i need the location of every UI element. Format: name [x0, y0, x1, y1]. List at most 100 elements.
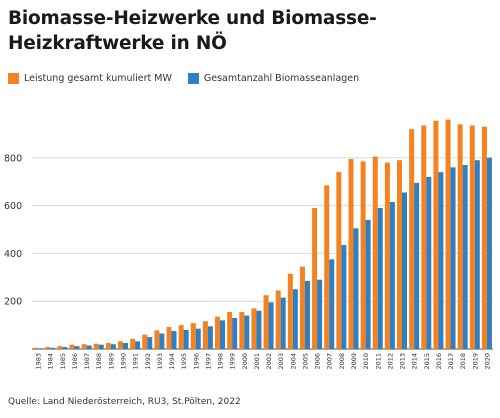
x-tick-label: 2013: [399, 353, 407, 370]
bar-anzahl: [256, 310, 262, 349]
x-tick-label: 2006: [314, 353, 322, 370]
y-tick-label: 600: [4, 201, 22, 212]
bar-anzahl: [232, 317, 238, 349]
bar-leistung: [45, 347, 51, 349]
bar-anzahl: [389, 202, 395, 349]
bar-anzahl: [122, 343, 128, 349]
bar-anzahl: [220, 320, 226, 349]
x-tick-label: 1990: [119, 353, 127, 370]
legend-item-leistung: Leistung gesamt kumuliert MW: [8, 72, 172, 84]
bar-leistung: [117, 341, 123, 349]
bar-anzahl: [38, 348, 44, 349]
bar-anzahl: [474, 160, 480, 349]
bar-leistung: [239, 311, 245, 349]
bar-leistung: [469, 125, 475, 349]
x-tick-label: 2005: [301, 353, 309, 370]
bar-leistung: [457, 124, 463, 349]
bar-leistung: [263, 295, 269, 349]
x-tick-label: 1985: [59, 353, 67, 370]
bar-anzahl: [353, 228, 359, 349]
x-tick-label: 2015: [423, 353, 431, 370]
bar-anzahl: [135, 341, 141, 349]
bar-anzahl: [62, 347, 68, 349]
bar-anzahl: [147, 337, 153, 349]
x-tick-label: 2002: [265, 353, 273, 370]
bar-leistung: [481, 126, 487, 349]
bar-anzahl: [268, 302, 274, 349]
bar-anzahl: [159, 333, 165, 349]
bar-leistung: [360, 161, 366, 349]
x-tick-label: 1999: [229, 353, 237, 370]
bar-leistung: [215, 316, 221, 349]
x-tick-label: 2014: [411, 353, 419, 370]
bar-anzahl: [183, 329, 189, 349]
bar-anzahl: [195, 328, 201, 349]
x-tick-label: 1995: [180, 353, 188, 370]
bar-leistung: [130, 338, 136, 349]
bar-anzahl: [377, 207, 383, 349]
x-tick-label: 2010: [362, 353, 370, 370]
bar-leistung: [190, 323, 196, 349]
x-tick-label: 2019: [471, 353, 479, 370]
bar-leistung: [324, 185, 330, 349]
bar-leistung: [202, 321, 208, 349]
bar-leistung: [166, 327, 172, 349]
x-tick-label: 1989: [107, 353, 115, 370]
bar-anzahl: [462, 164, 468, 349]
y-tick-label: 400: [4, 249, 22, 260]
x-tick-label: 1987: [83, 353, 91, 370]
y-tick-label: 800: [4, 153, 22, 164]
x-tick-label: 2011: [374, 353, 382, 370]
x-tick-label: 2001: [253, 353, 261, 370]
bar-leistung: [154, 330, 160, 349]
x-tick-label: 2018: [459, 353, 467, 370]
bar-leistung: [275, 290, 281, 349]
bar-leistung: [178, 325, 184, 349]
x-tick-label: 1984: [47, 353, 55, 370]
x-tick-label: 1986: [71, 353, 79, 370]
bar-leistung: [421, 125, 427, 349]
bar-anzahl: [86, 345, 92, 349]
x-tick-label: 1988: [95, 353, 103, 370]
legend-swatch-orange: [8, 72, 19, 84]
bar-leistung: [251, 308, 257, 349]
chart-title-line-1: Biomasse-Heizwerke und Biomasse-: [8, 8, 377, 29]
bar-leistung: [57, 346, 63, 349]
legend-label-anzahl: Gesamtanzahl Biomasseanlagen: [203, 72, 360, 84]
bar-anzahl: [317, 279, 323, 349]
bar-anzahl: [207, 326, 213, 349]
bar-anzahl: [402, 192, 408, 349]
bar-leistung: [336, 172, 342, 349]
bar-leistung: [397, 160, 403, 349]
bar-leistung: [33, 347, 39, 349]
bar-anzahl: [414, 182, 420, 349]
x-tick-label: 2008: [338, 353, 346, 370]
x-tick-label: 2007: [326, 353, 334, 370]
bar-leistung: [312, 207, 318, 349]
bar-anzahl: [98, 344, 104, 349]
x-tick-label: 1992: [144, 353, 152, 370]
bar-leistung: [142, 334, 148, 349]
bar-leistung: [287, 273, 293, 349]
bar-leistung: [227, 311, 233, 349]
bar-leistung: [348, 158, 354, 349]
bar-anzahl: [292, 289, 298, 349]
chart-title-line-2: Heizkraftwerke in NÖ: [8, 33, 227, 54]
x-tick-label: 2009: [350, 353, 358, 370]
bar-leistung: [81, 344, 87, 349]
x-tick-label: 2004: [289, 353, 297, 370]
legend-label-leistung: Leistung gesamt kumuliert MW: [24, 72, 172, 84]
bar-leistung: [384, 162, 390, 349]
bar-anzahl: [280, 297, 286, 349]
bar-anzahl: [438, 172, 444, 349]
bar-leistung: [445, 119, 451, 349]
bar-leistung: [409, 129, 415, 349]
bar-anzahl: [341, 245, 347, 349]
x-tick-label: 2020: [483, 353, 491, 370]
legend-swatch-blue: [187, 72, 199, 84]
bar-anzahl: [426, 176, 432, 349]
bar-leistung: [372, 156, 378, 349]
bar-anzahl: [110, 344, 116, 349]
bar-leistung: [105, 343, 111, 349]
chart-title: Biomasse-Heizwerke und Biomasse- Heizkra…: [8, 6, 488, 56]
